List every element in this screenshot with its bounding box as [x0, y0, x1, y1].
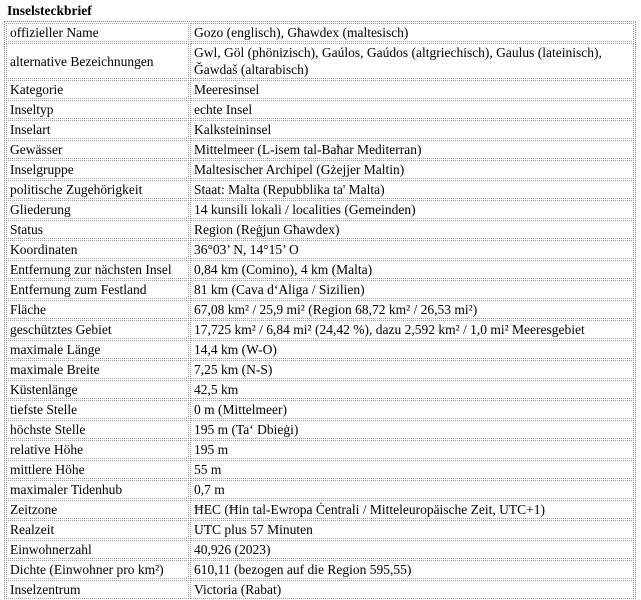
- table-row: Entfernung zum Festland 81 km (Cava d‘Ali…: [6, 280, 634, 299]
- table-row: geschütztes Gebiet 17,725 km² / 6,84 mi² …: [6, 320, 634, 339]
- row-label: Entfernung zur nächsten Insel: [6, 260, 189, 279]
- table-row: maximale Breite 7,25 km (N-S): [6, 360, 634, 379]
- table-row: Koordinaten 36°03’ N, 14°15’ O: [6, 240, 634, 259]
- row-label: tiefste Stelle: [6, 400, 189, 419]
- table-row: relative Höhe 195 m: [6, 440, 634, 459]
- row-label: Realzeit: [6, 520, 189, 539]
- row-label: Koordinaten: [6, 240, 189, 259]
- table-row: tiefste Stelle 0 m (Mittelmeer): [6, 400, 634, 419]
- row-label: Inseltyp: [6, 100, 189, 119]
- row-label: Dichte (Einwohner pro km²): [6, 560, 189, 579]
- table-row: Inselzentrum Victoria (Rabat): [6, 580, 634, 599]
- row-label: mittlere Höhe: [6, 460, 189, 479]
- island-factbox-table: offizieller Name Gozo (englisch), Għawdex…: [4, 21, 636, 600]
- table-row: Fläche 67,08 km² / 25,9 mi² (Region 68,72…: [6, 300, 634, 319]
- row-value: 7,25 km (N-S): [190, 360, 634, 379]
- row-value: 81 km (Cava d‘Aliga / Sizilien): [190, 280, 634, 299]
- row-value: Gwl, Göl (phönizisch), Gaúlos, Gaúdos (a…: [190, 43, 634, 79]
- table-row: Inselgruppe Maltesischer Archipel (Gżejje…: [6, 160, 634, 179]
- row-value: 55 m: [190, 460, 634, 479]
- table-row: Dichte (Einwohner pro km²) 610,11 (bezoge…: [6, 560, 634, 579]
- row-label: Kategorie: [6, 80, 189, 99]
- row-value: 195 m (Ta‘ Dbieġi): [190, 420, 634, 439]
- table-row: Entfernung zur nächsten Insel 0,84 km (Co…: [6, 260, 634, 279]
- row-label: Zeitzone: [6, 500, 189, 519]
- row-label: höchste Stelle: [6, 420, 189, 439]
- row-label: offizieller Name: [6, 23, 189, 42]
- row-label: relative Höhe: [6, 440, 189, 459]
- row-value: 0,7 m: [190, 480, 634, 499]
- row-value: Staat: Malta (Repubblika ta' Malta): [190, 180, 634, 199]
- row-value: 0 m (Mittelmeer): [190, 400, 634, 419]
- row-label: alternative Bezeichnungen: [6, 43, 189, 79]
- row-label: geschütztes Gebiet: [6, 320, 189, 339]
- row-label: Status: [6, 220, 189, 239]
- row-value: 610,11 (bezogen auf die Region 595,55): [190, 560, 634, 579]
- row-value: 67,08 km² / 25,9 mi² (Region 68,72 km² /…: [190, 300, 634, 319]
- row-label: maximale Breite: [6, 360, 189, 379]
- row-value: Kalksteininsel: [190, 120, 634, 139]
- table-row: mittlere Höhe 55 m: [6, 460, 634, 479]
- table-row: höchste Stelle 195 m (Ta‘ Dbieġi): [6, 420, 634, 439]
- table-row: alternative Bezeichnungen Gwl, Göl (phöni…: [6, 43, 634, 79]
- row-value: 42,5 km: [190, 380, 634, 399]
- row-label: maximaler Tidenhub: [6, 480, 189, 499]
- table-row: maximaler Tidenhub 0,7 m: [6, 480, 634, 499]
- table-row: maximale Länge 14,4 km (W-O): [6, 340, 634, 359]
- row-value: Region (Reġjun Għawdex): [190, 220, 634, 239]
- row-value: 40,926 (2023): [190, 540, 634, 559]
- table-row: Gliederung 14 kunsili lokali / localities…: [6, 200, 634, 219]
- row-label: Einwohnerzahl: [6, 540, 189, 559]
- row-value: 0,84 km (Comino), 4 km (Malta): [190, 260, 634, 279]
- row-value: UTC plus 57 Minuten: [190, 520, 634, 539]
- row-value: Maltesischer Archipel (Gżejjer Maltin): [190, 160, 634, 179]
- row-label: Entfernung zum Festland: [6, 280, 189, 299]
- row-value: 195 m: [190, 440, 634, 459]
- row-label: Inselzentrum: [6, 580, 189, 599]
- table-row: Gewässer Mittelmeer (L-isem tal-Baħar Med…: [6, 140, 634, 159]
- table-row: politische Zugehörigkeit Staat: Malta (Re…: [6, 180, 634, 199]
- table-row: Zeitzone ĦEC (Ħin tal-Ewropa Ċentrali / M…: [6, 500, 634, 519]
- row-value: Meeresinsel: [190, 80, 634, 99]
- row-label: Fläche: [6, 300, 189, 319]
- page-title: Inselsteckbrief: [7, 3, 92, 18]
- row-value: Gozo (englisch), Għawdex (maltesisch): [190, 23, 634, 42]
- row-label: Küstenlänge: [6, 380, 189, 399]
- row-label: politische Zugehörigkeit: [6, 180, 189, 199]
- row-value: 17,725 km² / 6,84 mi² (24,42 %), dazu 2,…: [190, 320, 634, 339]
- table-row: Inseltyp echte Insel: [6, 100, 634, 119]
- table-row: Kategorie Meeresinsel: [6, 80, 634, 99]
- row-value: echte Insel: [190, 100, 634, 119]
- row-value: 14,4 km (W-O): [190, 340, 634, 359]
- table-row: Einwohnerzahl 40,926 (2023): [6, 540, 634, 559]
- table-row: Inselart Kalksteininsel: [6, 120, 634, 139]
- island-factbox-rows: offizieller Name Gozo (englisch), Għawdex…: [6, 23, 634, 599]
- table-row: Status Region (Reġjun Għawdex): [6, 220, 634, 239]
- row-value: Victoria (Rabat): [190, 580, 634, 599]
- row-label: Inselgruppe: [6, 160, 189, 179]
- row-value: ĦEC (Ħin tal-Ewropa Ċentrali / Mitteleur…: [190, 500, 634, 519]
- row-label: Gliederung: [6, 200, 189, 219]
- table-row: offizieller Name Gozo (englisch), Għawdex…: [6, 23, 634, 42]
- row-label: Inselart: [6, 120, 189, 139]
- row-value: 14 kunsili lokali / localities (Gemeinde…: [190, 200, 634, 219]
- row-label: maximale Länge: [6, 340, 189, 359]
- table-row: Realzeit UTC plus 57 Minuten: [6, 520, 634, 539]
- row-value: Mittelmeer (L-isem tal-Baħar Mediterran): [190, 140, 634, 159]
- row-label: Gewässer: [6, 140, 189, 159]
- row-value: 36°03’ N, 14°15’ O: [190, 240, 634, 259]
- table-row: Küstenlänge 42,5 km: [6, 380, 634, 399]
